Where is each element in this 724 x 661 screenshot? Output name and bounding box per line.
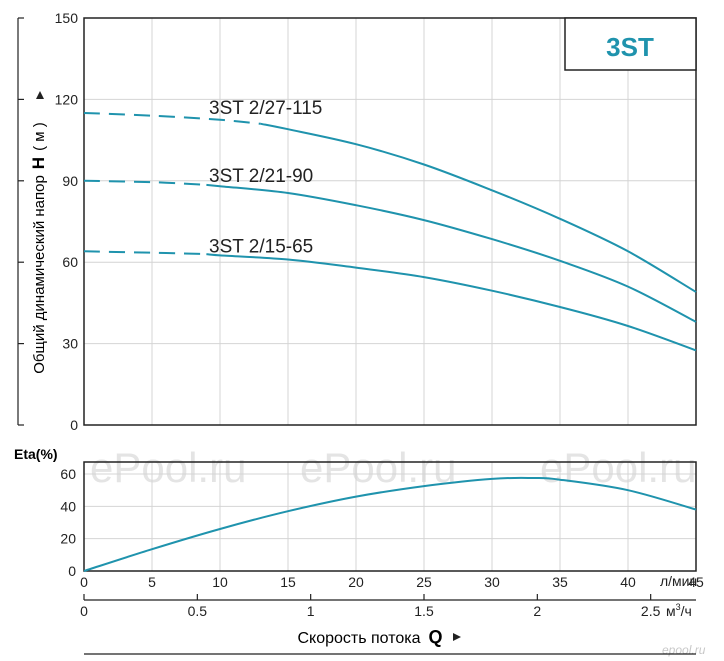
flow-x-unit: л/мин (660, 573, 697, 589)
watermark-1: ePool.ru (90, 444, 246, 491)
flow-x-ticks: 0 5 10 15 20 25 30 35 40 45 (80, 574, 704, 590)
flow-x-tick-label: 5 (148, 574, 156, 590)
efficiency-y-tick-label: 60 (60, 466, 76, 482)
watermark-corner: epool.ru (662, 643, 706, 657)
m3h-x-tick-label: 0 (80, 603, 88, 619)
m3h-x-tick-label: 1 (307, 603, 315, 619)
head-curve-dashed-1 (83, 179, 207, 186)
head-curve-solid-2 (206, 253, 697, 352)
efficiency-y-axis-title: Eta(%) (14, 446, 58, 462)
head-y-tick-label: 150 (55, 10, 79, 26)
efficiency-y-ticks: 0 20 40 60 (60, 466, 76, 579)
x-axis-symbol: Q (429, 627, 443, 647)
m3h-x-ticks: 0 0.5 1 1.5 2 2.5 (80, 594, 661, 619)
head-y-tick-label: 60 (62, 254, 78, 270)
head-y-tick-label: 120 (55, 91, 79, 107)
head-chart-frame (83, 17, 697, 426)
efficiency-y-tick-label: 0 (68, 563, 76, 579)
head-curve-dashed-2 (83, 250, 207, 256)
head-curves (83, 112, 697, 352)
head-y-axis-title: Общий динамический напор H ( м ) (29, 122, 48, 373)
curve-label-1: 3ST 2/21-90 (209, 166, 313, 187)
head-curve-solid-1 (206, 183, 697, 323)
head-y-tick-label: 90 (62, 173, 78, 189)
efficiency-y-tick-label: 20 (60, 531, 76, 547)
flow-x-tick-label: 40 (620, 574, 636, 590)
flow-x-tick-label: 10 (212, 574, 228, 590)
head-chart-grid (84, 18, 697, 425)
efficiency-curve-group (83, 476, 697, 572)
head-y-ticks: 0 30 60 90 120 150 (18, 10, 78, 433)
flow-x-tick-label: 30 (484, 574, 500, 590)
curve-labels: 3ST 2/27-115 3ST 2/21-90 3ST 2/15-65 (209, 98, 322, 257)
flow-x-tick-label: 15 (280, 574, 296, 590)
watermarks: ePool.ru ePool.ru ePool.ru epool.ru (90, 444, 706, 657)
m3h-x-tick-label: 1.5 (414, 603, 434, 619)
m3h-x-tick-label: 2 (533, 603, 541, 619)
head-y-axis-unit: ( м ) (31, 122, 48, 151)
x-axis-title: Скорость потока Q (297, 627, 442, 647)
curve-label-0: 3ST 2/27-115 (209, 98, 322, 119)
x-axis-arrow (453, 633, 461, 641)
flow-x-tick-label: 20 (348, 574, 364, 590)
flow-x-tick-label: 45 (688, 574, 704, 590)
m3h-x-unit: м3/ч (666, 602, 692, 619)
m3h-unit-prefix: м (666, 603, 676, 619)
head-curve-solid-0 (260, 122, 697, 293)
flow-x-tick-label: 35 (552, 574, 568, 590)
head-y-tick-label: 0 (70, 417, 78, 433)
watermark-2: ePool.ru (300, 444, 456, 491)
model-badge: 3ST (564, 17, 697, 71)
head-y-axis-arrow (36, 91, 44, 99)
curve-label-2: 3ST 2/15-65 (209, 236, 313, 257)
head-curve-dashed-0 (83, 112, 261, 125)
efficiency-curve (83, 476, 697, 572)
watermark-3: ePool.ru (540, 444, 696, 491)
head-y-axis-symbol: H (29, 157, 48, 169)
flow-x-tick-label: 0 (80, 574, 88, 590)
m3h-x-tick-label: 0.5 (188, 603, 208, 619)
badge-label: 3ST (606, 32, 654, 62)
head-y-axis-title-text: Общий динамический напор (31, 175, 48, 374)
efficiency-y-tick-label: 40 (60, 498, 76, 514)
x-axis-title-text: Скорость потока (297, 630, 420, 647)
badge-box (564, 17, 697, 71)
m3h-x-tick-label: 2.5 (641, 603, 661, 619)
efficiency-chart-frame (83, 461, 697, 572)
m3h-unit-suffix: /ч (681, 603, 692, 619)
head-y-tick-label: 30 (62, 336, 78, 352)
flow-x-tick-label: 25 (416, 574, 432, 590)
m3h-unit-sup: 3 (676, 602, 681, 612)
